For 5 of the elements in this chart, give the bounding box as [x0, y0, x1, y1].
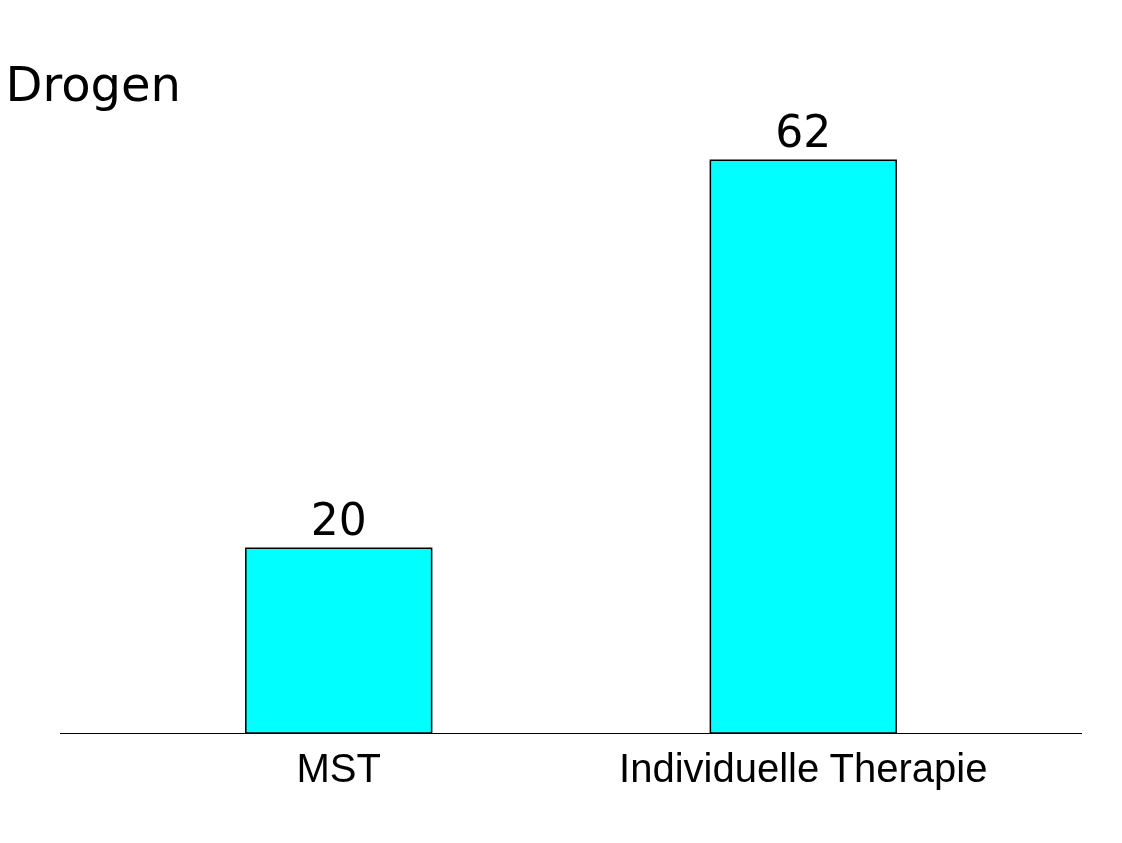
data-label: 62	[775, 106, 832, 158]
data-label: 20	[310, 494, 367, 546]
chart-title: Drogen	[5, 56, 182, 113]
x-tick-label: Individuelle Therapie	[619, 746, 988, 790]
x-tick-label: MST	[296, 746, 381, 790]
